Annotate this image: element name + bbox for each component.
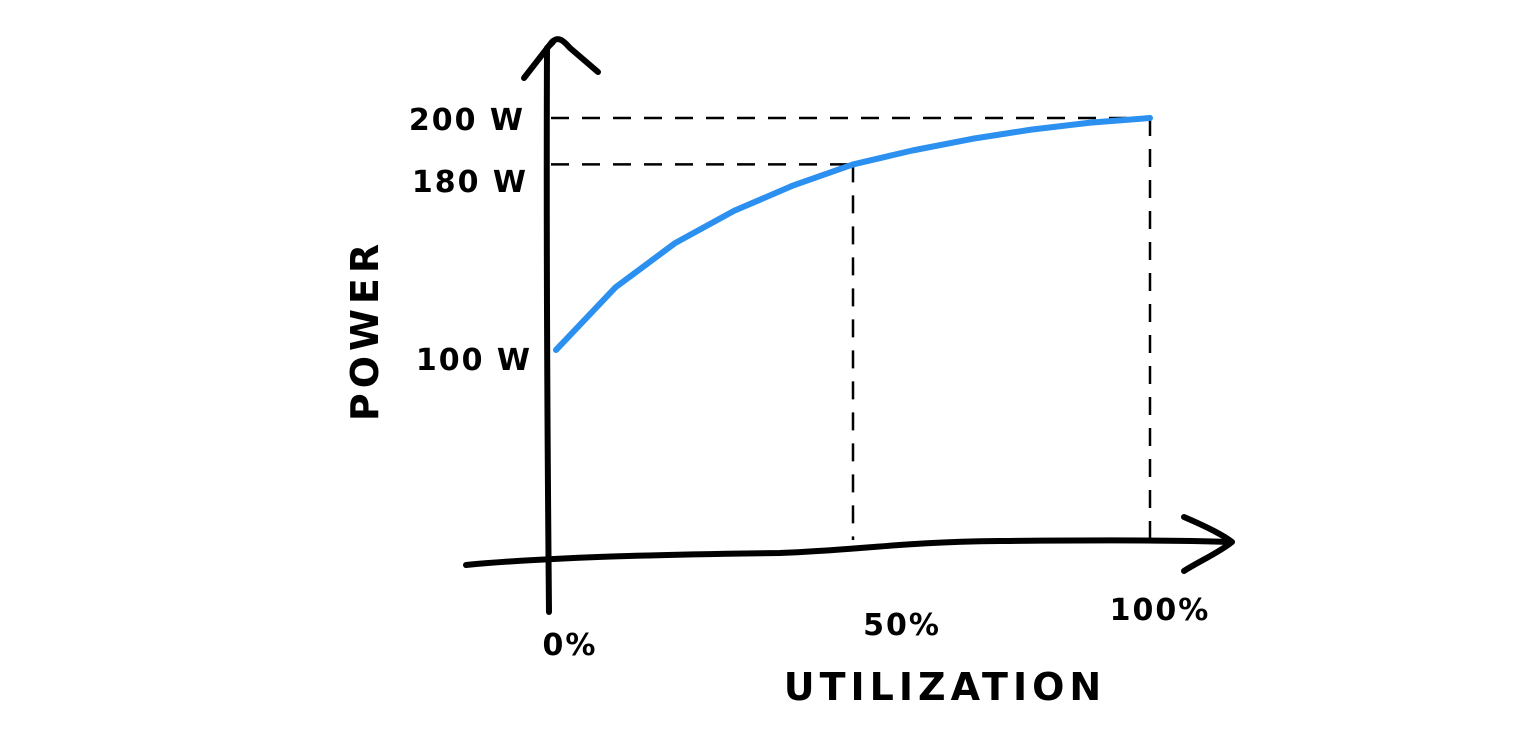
x-tick-label-0: 0% <box>543 628 598 663</box>
y-axis-title: POWER <box>343 239 387 421</box>
guide-lines <box>551 116 1152 540</box>
x-axis-arrowhead <box>1181 514 1235 574</box>
power-curve <box>553 115 1153 353</box>
y-tick-label-180w: 180 W <box>412 165 528 200</box>
x-axis-line <box>463 537 1233 568</box>
x-tick-label-50: 50% <box>863 608 941 643</box>
y-tick-label-100w: 100 W <box>416 343 532 378</box>
y-tick-label-200w: 200 W <box>409 103 525 138</box>
x-axis-title: UTILIZATION <box>784 665 1106 709</box>
y-axis-arrowhead <box>521 36 601 81</box>
y-axis-line <box>543 39 556 615</box>
x-tick-label-100: 100% <box>1110 593 1211 628</box>
